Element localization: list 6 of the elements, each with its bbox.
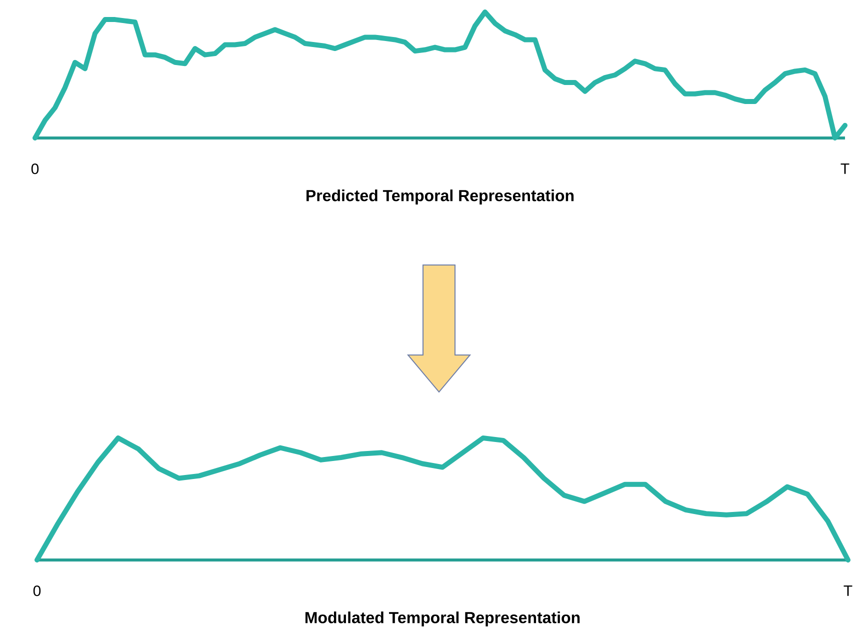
text: T <box>844 586 852 596</box>
text: 0 <box>31 164 39 174</box>
text: 0 <box>33 586 41 596</box>
x-axis-title: Predicted Temporal Representation <box>306 190 574 204</box>
text: T <box>840 164 850 174</box>
x-axis-title: Modulated Temporal Representation <box>305 612 580 626</box>
